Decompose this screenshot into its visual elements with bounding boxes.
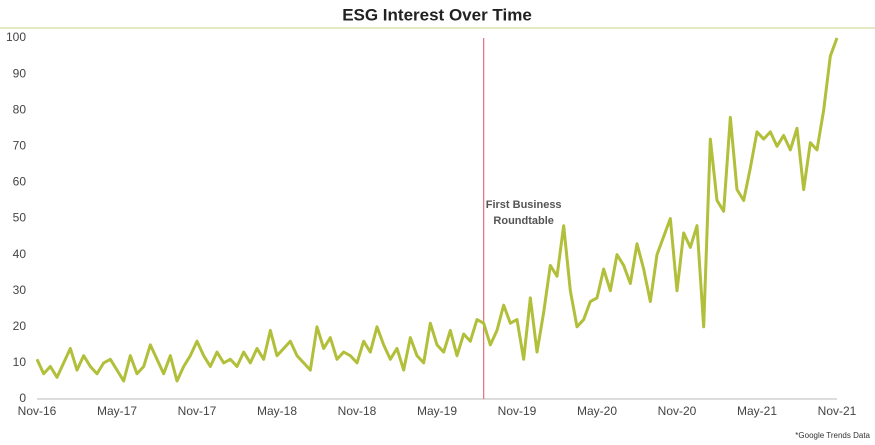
y-tick-label: 10 (13, 355, 27, 369)
y-tick-label: 60 (13, 175, 27, 189)
x-tick-label: Nov-16 (18, 404, 57, 418)
y-tick-label: 80 (13, 102, 27, 116)
y-tick-label: 70 (13, 138, 27, 152)
x-tick-label: Nov-21 (818, 404, 857, 418)
x-tick-label: Nov-18 (338, 404, 377, 418)
x-tick-label: May-20 (577, 404, 617, 418)
x-tick-label: Nov-19 (498, 404, 537, 418)
chart-title: ESG Interest Over Time (342, 5, 532, 24)
x-tick-label: May-21 (737, 404, 777, 418)
y-tick-label: 20 (13, 319, 27, 333)
x-tick-label: Nov-20 (658, 404, 697, 418)
y-tick-label: 40 (13, 247, 27, 261)
data-line (35, 37, 839, 383)
y-tick-label: 30 (13, 283, 27, 297)
x-tick-label: May-19 (417, 404, 457, 418)
annotation-text: Roundtable (493, 215, 554, 227)
x-tick-label: May-18 (257, 404, 297, 418)
y-tick-label: 0 (19, 391, 26, 405)
y-tick-label: 90 (13, 66, 27, 80)
x-tick-label: May-17 (97, 404, 137, 418)
annotation-text: First Business (486, 199, 562, 211)
y-tick-label: 50 (13, 211, 27, 225)
x-tick-label: Nov-17 (178, 404, 217, 418)
y-tick-label: 100 (6, 30, 26, 44)
footnote: *Google Trends Data (795, 431, 870, 440)
